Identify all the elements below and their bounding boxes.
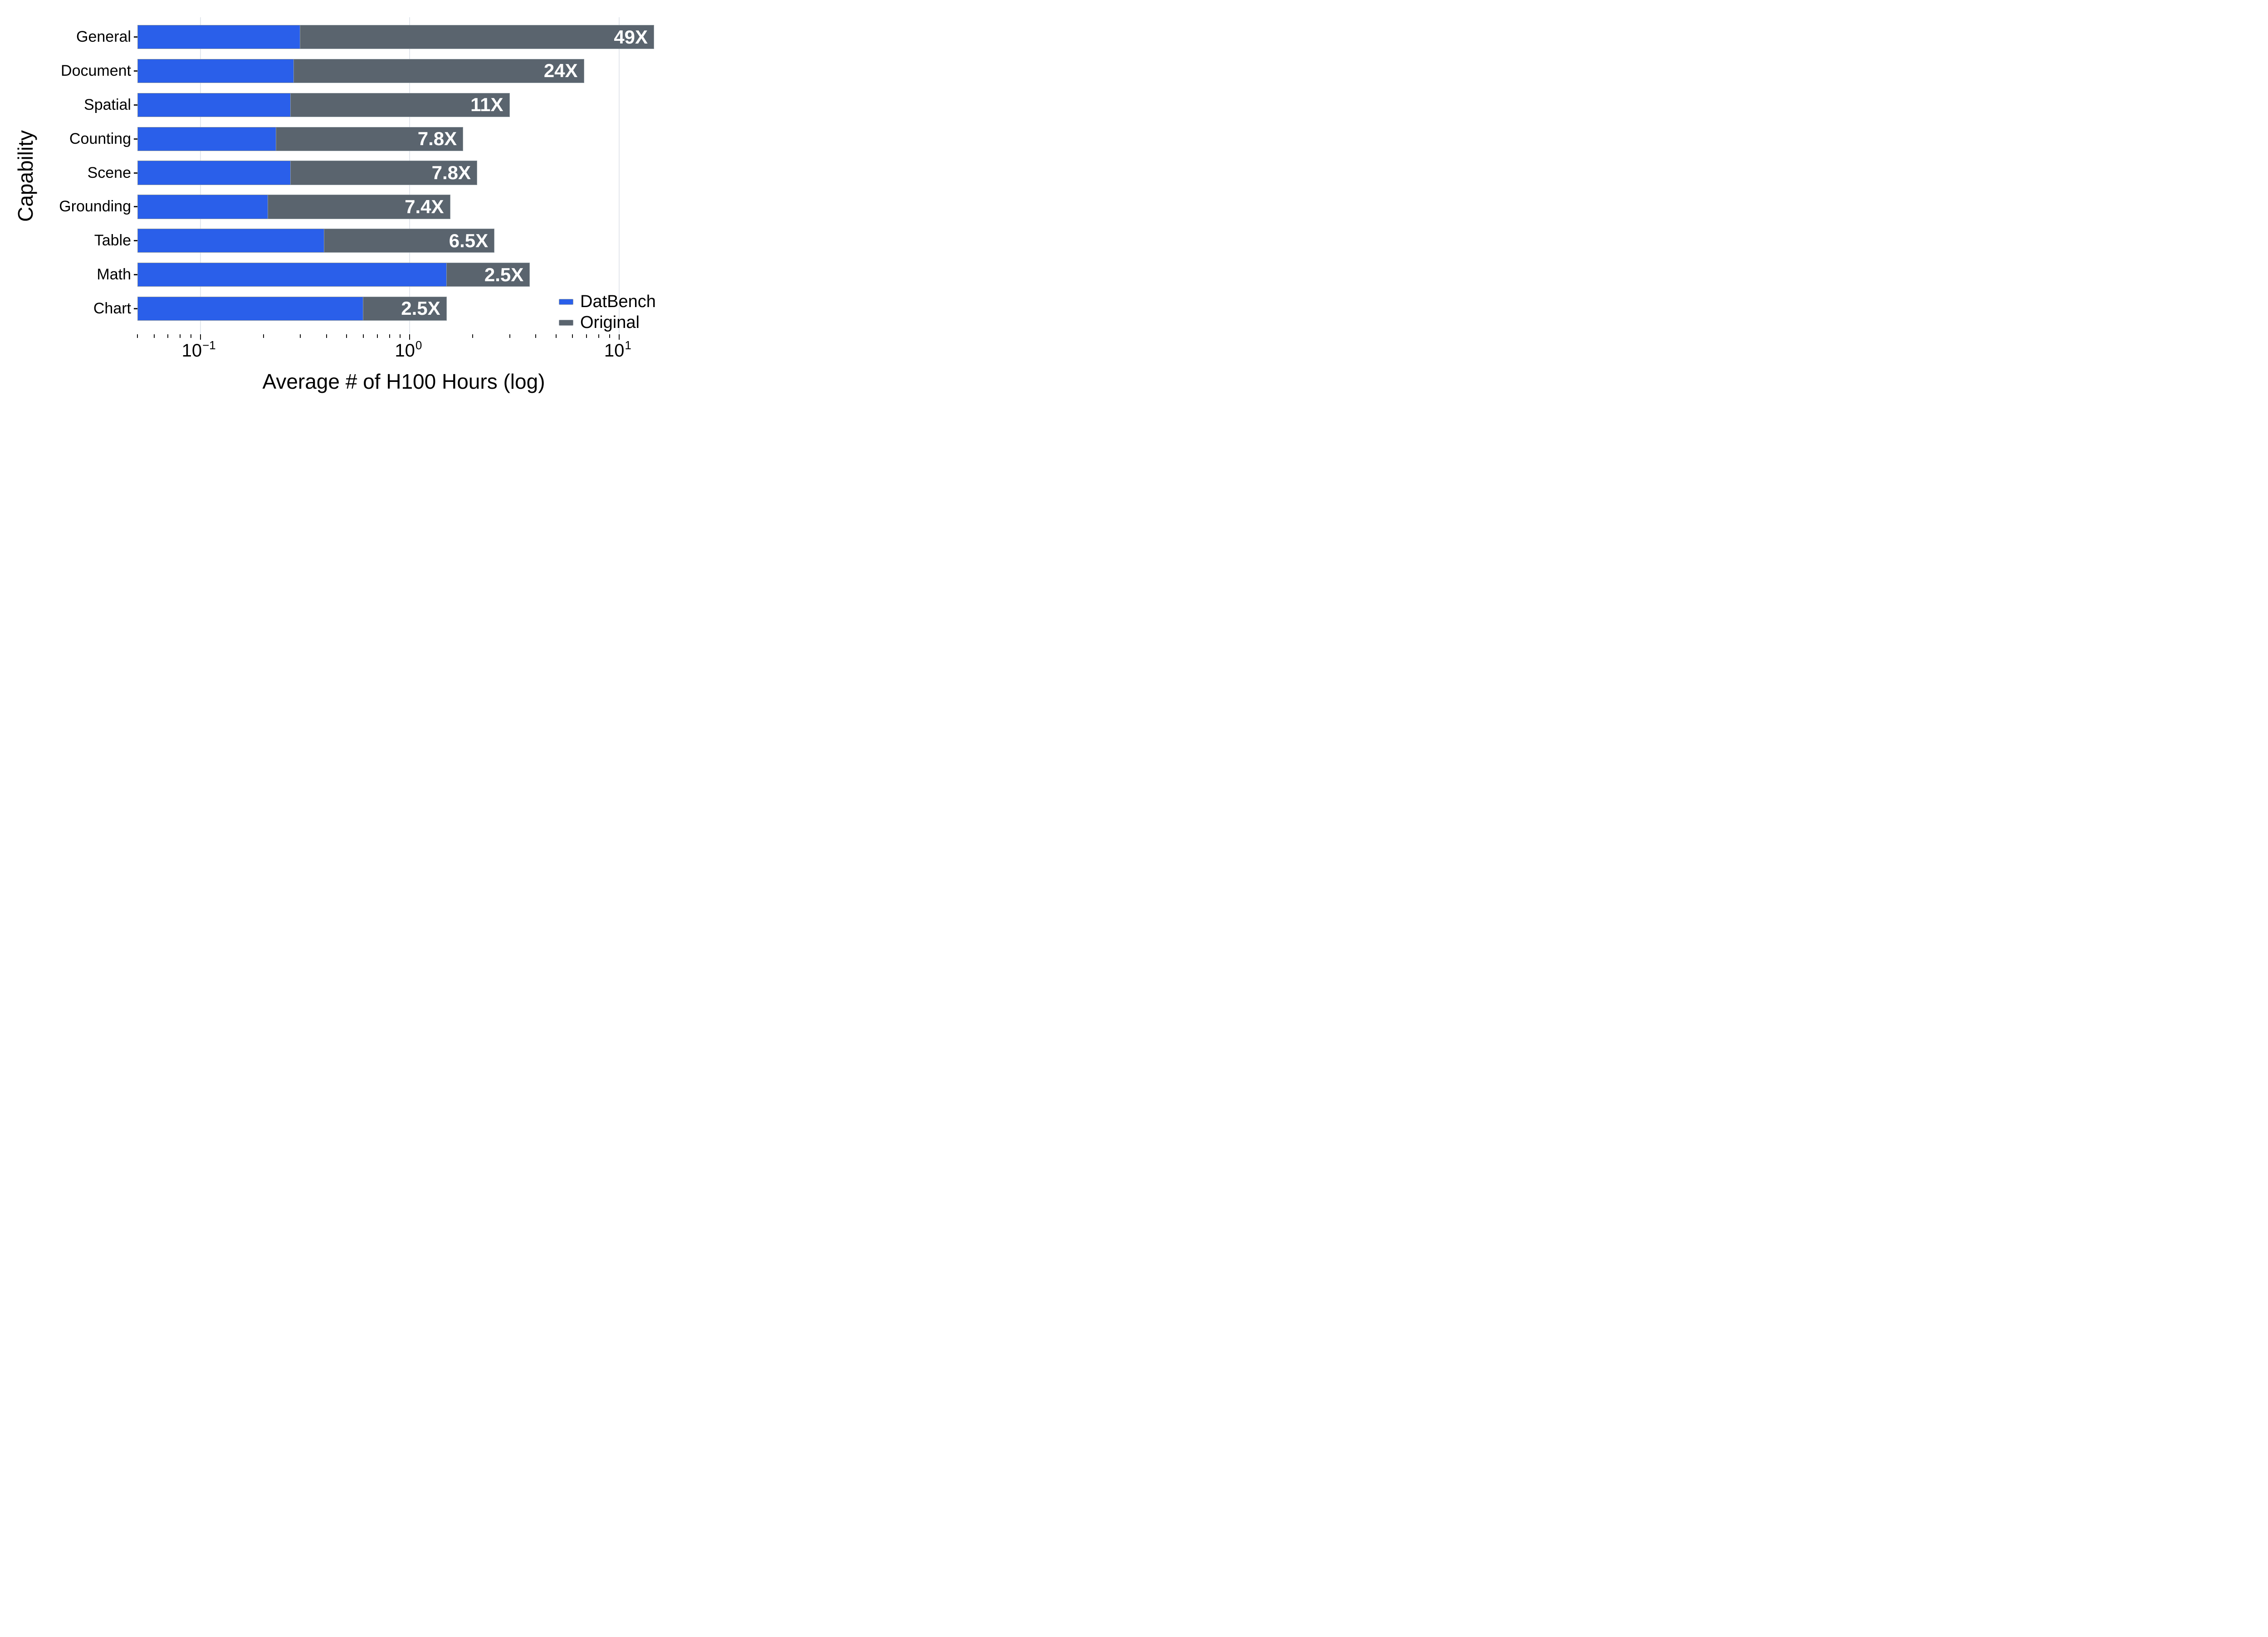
legend-label-datbench: DatBench — [580, 292, 656, 311]
legend: DatBench Original — [559, 291, 656, 333]
bar-datbench-document — [137, 59, 294, 83]
ratio-label-document: 24X — [543, 60, 578, 82]
bar-row-chart: 2.5X Chart — [93, 296, 670, 321]
category-label-chart: Chart — [93, 299, 131, 317]
gridline-10e1 — [618, 17, 620, 334]
category-label-general: General — [76, 28, 131, 46]
legend-swatch-original — [559, 319, 573, 326]
ratio-label-math: 2.5X — [484, 264, 524, 285]
y-tick-math — [134, 274, 137, 276]
x-minor-tick-0.5 — [346, 334, 347, 338]
y-tick-scene — [134, 172, 137, 174]
x-minor-tick-8 — [598, 334, 600, 338]
bar-datbench-grounding — [137, 195, 268, 219]
category-label-math: Math — [97, 266, 131, 283]
x-minor-tick-0.4 — [326, 334, 327, 338]
x-minor-tick-0.6 — [363, 334, 364, 338]
bar-datbench-general — [137, 25, 301, 49]
bar-row-general: 49X General — [76, 25, 670, 49]
ratio-label-grounding: 7.4X — [405, 195, 444, 217]
x-minor-tick-2 — [472, 334, 474, 338]
ratio-label-scene: 7.8X — [431, 162, 471, 184]
x-minor-tick-0.08 — [180, 334, 181, 338]
x-minor-tick-0.2 — [263, 334, 264, 338]
x-minor-tick-0.8 — [389, 334, 390, 338]
y-tick-table — [134, 240, 137, 242]
x-minor-tick-4 — [535, 334, 537, 338]
x-tick-label-10e1: 101 — [604, 338, 631, 361]
bar-row-document: 24X Document — [61, 59, 670, 83]
x-minor-tick-0.07 — [167, 334, 169, 338]
y-tick-document — [134, 70, 137, 72]
category-label-scene: Scene — [87, 164, 131, 181]
bar-row-scene: 7.8X Scene — [88, 161, 670, 185]
category-label-spatial: Spatial — [84, 96, 131, 113]
bar-row-counting: 7.8X Counting — [69, 127, 670, 151]
x-tick-label-10e0: 100 — [395, 338, 422, 361]
ratio-label-table: 6.5X — [449, 230, 489, 251]
x-minor-tick-0.7 — [376, 334, 378, 338]
chart-figure: 49X General 24X Document 11X Spatial 7.8X Count… — [0, 0, 682, 409]
ratio-label-spatial: 11X — [470, 94, 503, 116]
y-tick-grounding — [134, 206, 137, 208]
legend-label-original: Original — [580, 313, 640, 332]
ratio-label-general: 49X — [614, 26, 648, 48]
x-axis-ticks — [137, 334, 670, 342]
bar-datbench-counting — [137, 127, 276, 151]
bar-datbench-math — [137, 262, 447, 287]
x-minor-tick-0.06 — [153, 334, 155, 338]
x-minor-tick-0.9 — [400, 334, 401, 338]
category-label-counting: Counting — [69, 130, 131, 147]
bar-row-table: 6.5X Table — [94, 229, 670, 253]
bar-datbench-chart — [137, 296, 363, 321]
bar-datbench-table — [137, 229, 324, 253]
y-tick-counting — [134, 138, 137, 140]
x-tick-label-10e−1: 10−1 — [181, 338, 216, 361]
bar-datbench-scene — [137, 161, 291, 185]
x-axis-title: Average # of H100 Hours (log) — [262, 370, 545, 393]
category-label-table: Table — [94, 232, 131, 249]
x-minor-tick-0.05 — [137, 334, 138, 338]
y-axis-title: Capability — [14, 130, 37, 222]
bar-row-spatial: 11X Spatial — [84, 93, 670, 117]
x-minor-tick-7 — [586, 334, 587, 338]
legend-entry-original: Original — [559, 312, 656, 333]
plot-area: 49X General 24X Document 11X Spatial 7.8X Count… — [59, 17, 670, 334]
x-minor-tick-3 — [509, 334, 510, 338]
x-major-tick-10e0 — [409, 334, 411, 340]
x-minor-tick-6 — [572, 334, 573, 338]
x-major-tick-10e−1 — [200, 334, 201, 340]
category-label-grounding: Grounding — [59, 198, 131, 215]
bar-datbench-spatial — [137, 93, 291, 117]
bar-row-math: 2.5X Math — [97, 262, 670, 287]
x-minor-tick-5 — [555, 334, 557, 338]
category-label-document: Document — [61, 62, 131, 79]
y-tick-spatial — [134, 104, 137, 106]
bar-row-grounding: 7.4X Grounding — [59, 195, 670, 219]
x-minor-tick-0.3 — [300, 334, 301, 338]
ratio-label-counting: 7.8X — [417, 128, 457, 150]
x-major-tick-10e1 — [618, 334, 620, 340]
x-axis-tick-labels: 10−1 100 101 — [137, 338, 670, 369]
legend-entry-datbench: DatBench — [559, 291, 656, 312]
legend-swatch-datbench — [559, 298, 573, 305]
x-minor-tick-9 — [609, 334, 610, 338]
y-tick-general — [134, 36, 137, 38]
ratio-label-chart: 2.5X — [401, 298, 440, 319]
y-tick-chart — [134, 308, 137, 309]
